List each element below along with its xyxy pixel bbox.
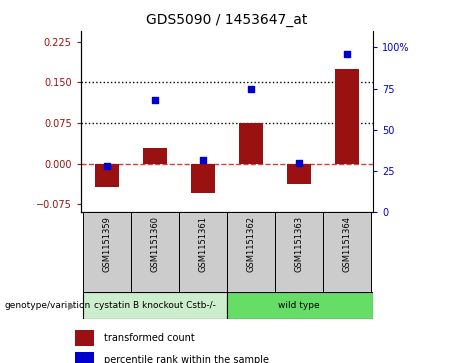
Point (343, 51, 351, 57)
Text: GSM1151361: GSM1151361 (199, 216, 207, 272)
Text: cystatin B knockout Cstb-/-: cystatin B knockout Cstb-/- (94, 301, 216, 310)
Point (103, 163, 111, 169)
Bar (83, 292, 227, 319)
Bar (179, 212, 227, 292)
Bar (95, 164, 119, 187)
Text: GSM1151363: GSM1151363 (295, 216, 303, 273)
Bar (335, 69, 359, 164)
Text: GSM1151362: GSM1151362 (247, 216, 255, 272)
Bar (227, 292, 373, 319)
Bar (239, 123, 263, 164)
Text: transformed count: transformed count (104, 333, 195, 343)
Bar (287, 164, 311, 184)
Text: wild type: wild type (278, 301, 320, 310)
Point (199, 157, 207, 163)
Text: percentile rank within the sample: percentile rank within the sample (104, 355, 269, 363)
Point (151, 97, 159, 103)
Point (296, 160, 303, 166)
Bar (143, 148, 167, 164)
Text: GSM1151360: GSM1151360 (151, 216, 160, 272)
Title: GDS5090 / 1453647_at: GDS5090 / 1453647_at (146, 13, 308, 27)
Bar (191, 164, 215, 193)
Bar (131, 212, 179, 292)
Text: GSM1151364: GSM1151364 (343, 216, 352, 272)
Bar (75, 351, 94, 363)
Bar (83, 212, 131, 292)
Text: genotype/variation: genotype/variation (5, 301, 91, 310)
Bar (75, 330, 94, 346)
Text: GSM1151359: GSM1151359 (102, 216, 112, 272)
Point (248, 86, 255, 91)
Bar (275, 212, 323, 292)
Bar (323, 212, 371, 292)
Bar (227, 212, 275, 292)
Text: ▶: ▶ (68, 301, 75, 311)
